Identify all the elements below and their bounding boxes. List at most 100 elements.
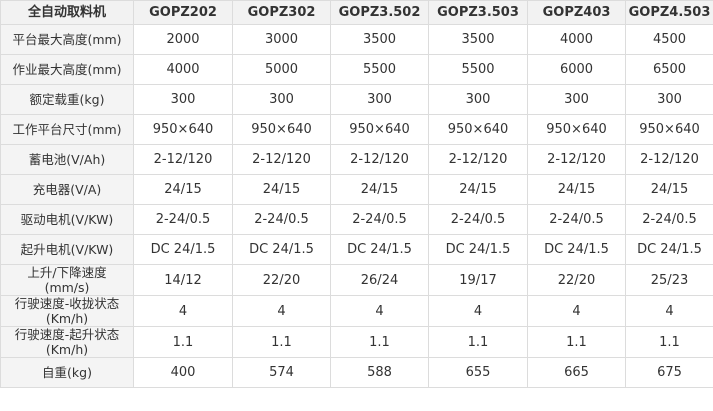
- cell: 1.1: [330, 326, 429, 358]
- cell: 14/12: [133, 264, 233, 296]
- row-label: 平台最大高度(mm): [0, 24, 134, 55]
- cell: 22/20: [527, 264, 626, 296]
- cell: 1.1: [527, 326, 626, 358]
- cell: 1.1: [428, 326, 528, 358]
- cell: 4500: [625, 24, 713, 55]
- cell: 400: [133, 357, 233, 388]
- cell: 4: [527, 295, 626, 327]
- cell: 2-12/120: [232, 144, 331, 175]
- cell: 300: [232, 84, 331, 115]
- row-label: 上升/下降速度 (mm/s): [0, 264, 134, 296]
- row-label: 起升电机(V/KW): [0, 234, 134, 265]
- cell: 588: [330, 357, 429, 388]
- table-row: 行驶速度-起升状态 (Km/h) 1.1 1.1 1.1 1.1 1.1 1.1: [0, 326, 713, 358]
- table-row: 自重(kg) 400 574 588 655 665 675: [0, 357, 713, 388]
- cell: 2-24/0.5: [527, 204, 626, 235]
- cell: 300: [330, 84, 429, 115]
- cell: 19/17: [428, 264, 528, 296]
- cell: 2-24/0.5: [330, 204, 429, 235]
- row-label: 工作平台尺寸(mm): [0, 114, 134, 145]
- cell: 950×640: [527, 114, 626, 145]
- header-cell: 全自动取料机: [0, 0, 134, 25]
- cell: 950×640: [232, 114, 331, 145]
- cell: 3500: [428, 24, 528, 55]
- cell: 2-12/120: [625, 144, 713, 175]
- row-label: 驱动电机(V/KW): [0, 204, 134, 235]
- cell: DC 24/1.5: [133, 234, 233, 265]
- cell: 3000: [232, 24, 331, 55]
- cell: 2-12/120: [330, 144, 429, 175]
- cell: 4: [232, 295, 331, 327]
- header-cell: GOPZ302: [232, 0, 331, 25]
- cell: 665: [527, 357, 626, 388]
- cell: 6000: [527, 54, 626, 85]
- cell: 4: [428, 295, 528, 327]
- table-row: 上升/下降速度 (mm/s) 14/12 22/20 26/24 19/17 22/20 2…: [0, 264, 713, 296]
- cell: DC 24/1.5: [330, 234, 429, 265]
- cell: 6500: [625, 54, 713, 85]
- cell: 4000: [133, 54, 233, 85]
- cell: 4: [133, 295, 233, 327]
- cell: 300: [428, 84, 528, 115]
- table-row: 蓄电池(V/Ah) 2-12/120 2-12/120 2-12/120 2-12/12…: [0, 144, 713, 175]
- cell: 2000: [133, 24, 233, 55]
- cell: 2-12/120: [133, 144, 233, 175]
- table-row: 起升电机(V/KW) DC 24/1.5 DC 24/1.5 DC 24/1.5 DC …: [0, 234, 713, 265]
- row-label: 作业最大高度(mm): [0, 54, 134, 85]
- cell: 3500: [330, 24, 429, 55]
- table-row: 作业最大高度(mm) 4000 5000 5500 5500 6000 6500: [0, 54, 713, 85]
- header-cell: GOPZ202: [133, 0, 233, 25]
- row-label: 充电器(V/A): [0, 174, 134, 205]
- table-row: 平台最大高度(mm) 2000 3000 3500 3500 4000 4500: [0, 24, 713, 55]
- table-row: 工作平台尺寸(mm) 950×640 950×640 950×640 950×640 95…: [0, 114, 713, 145]
- cell: 950×640: [428, 114, 528, 145]
- cell: 22/20: [232, 264, 331, 296]
- cell: 1.1: [133, 326, 233, 358]
- cell: 5000: [232, 54, 331, 85]
- cell: DC 24/1.5: [232, 234, 331, 265]
- cell: 24/15: [527, 174, 626, 205]
- header-cell: GOPZ3.502: [330, 0, 429, 25]
- cell: 300: [527, 84, 626, 115]
- header-cell: GOPZ403: [527, 0, 626, 25]
- cell: 24/15: [133, 174, 233, 205]
- row-label: 自重(kg): [0, 357, 134, 388]
- cell: 1.1: [232, 326, 331, 358]
- cell: DC 24/1.5: [527, 234, 626, 265]
- cell: 2-24/0.5: [133, 204, 233, 235]
- cell: 2-12/120: [428, 144, 528, 175]
- cell: 950×640: [330, 114, 429, 145]
- cell: 1.1: [625, 326, 713, 358]
- table-row: 额定载重(kg) 300 300 300 300 300 300: [0, 84, 713, 115]
- header-cell: GOPZ3.503: [428, 0, 528, 25]
- cell: 655: [428, 357, 528, 388]
- header-row: 全自动取料机 GOPZ202 GOPZ302 GOPZ3.502 GOPZ3.503 GO…: [0, 0, 713, 25]
- cell: 4000: [527, 24, 626, 55]
- cell: DC 24/1.5: [625, 234, 713, 265]
- spec-table: 全自动取料机 GOPZ202 GOPZ302 GOPZ3.502 GOPZ3.503 GO…: [0, 0, 713, 388]
- row-label: 蓄电池(V/Ah): [0, 144, 134, 175]
- cell: 4: [330, 295, 429, 327]
- table-body: 平台最大高度(mm) 2000 3000 3500 3500 4000 4500 作业最大高度…: [0, 24, 713, 388]
- cell: 2-24/0.5: [625, 204, 713, 235]
- cell: 24/15: [330, 174, 429, 205]
- cell: 950×640: [625, 114, 713, 145]
- cell: 24/15: [625, 174, 713, 205]
- cell: 2-24/0.5: [232, 204, 331, 235]
- row-label: 行驶速度-收拢状态 (Km/h): [0, 295, 134, 327]
- row-label: 额定载重(kg): [0, 84, 134, 115]
- table-row: 驱动电机(V/KW) 2-24/0.5 2-24/0.5 2-24/0.5 2-24/0…: [0, 204, 713, 235]
- header-cell: GOPZ4.503: [625, 0, 713, 25]
- cell: 5500: [330, 54, 429, 85]
- cell: 2-12/120: [527, 144, 626, 175]
- cell: 2-24/0.5: [428, 204, 528, 235]
- cell: 300: [133, 84, 233, 115]
- cell: 675: [625, 357, 713, 388]
- cell: 4: [625, 295, 713, 327]
- cell: 26/24: [330, 264, 429, 296]
- cell: 25/23: [625, 264, 713, 296]
- cell: 574: [232, 357, 331, 388]
- table-row: 充电器(V/A) 24/15 24/15 24/15 24/15 24/15 24/15: [0, 174, 713, 205]
- cell: 950×640: [133, 114, 233, 145]
